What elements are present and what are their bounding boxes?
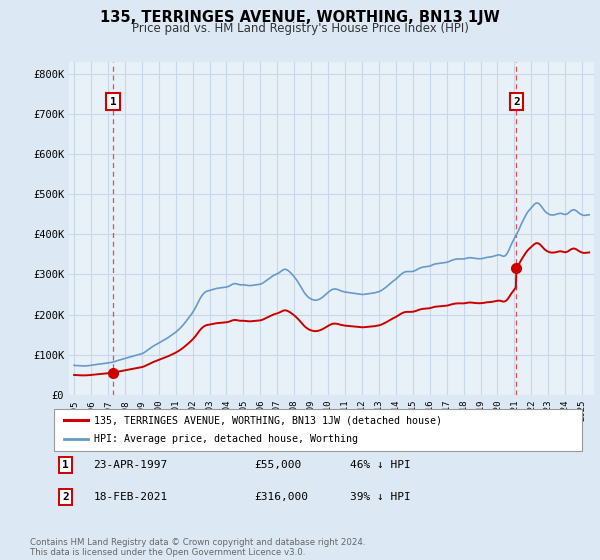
Text: Contains HM Land Registry data © Crown copyright and database right 2024.
This d: Contains HM Land Registry data © Crown c…: [30, 538, 365, 557]
Text: 2: 2: [513, 96, 520, 106]
Text: 135, TERRINGES AVENUE, WORTHING, BN13 1JW (detached house): 135, TERRINGES AVENUE, WORTHING, BN13 1J…: [94, 415, 442, 425]
Text: 1: 1: [62, 460, 69, 470]
Text: 39% ↓ HPI: 39% ↓ HPI: [350, 492, 410, 502]
Text: 135, TERRINGES AVENUE, WORTHING, BN13 1JW: 135, TERRINGES AVENUE, WORTHING, BN13 1J…: [100, 10, 500, 25]
Text: Price paid vs. HM Land Registry's House Price Index (HPI): Price paid vs. HM Land Registry's House …: [131, 22, 469, 35]
Text: £316,000: £316,000: [254, 492, 308, 502]
Text: 2: 2: [62, 492, 69, 502]
Text: £55,000: £55,000: [254, 460, 302, 470]
Text: 23-APR-1997: 23-APR-1997: [94, 460, 168, 470]
FancyBboxPatch shape: [54, 409, 582, 451]
Text: HPI: Average price, detached house, Worthing: HPI: Average price, detached house, Wort…: [94, 435, 358, 445]
Text: 46% ↓ HPI: 46% ↓ HPI: [350, 460, 410, 470]
Text: 1: 1: [110, 96, 116, 106]
Text: 18-FEB-2021: 18-FEB-2021: [94, 492, 168, 502]
